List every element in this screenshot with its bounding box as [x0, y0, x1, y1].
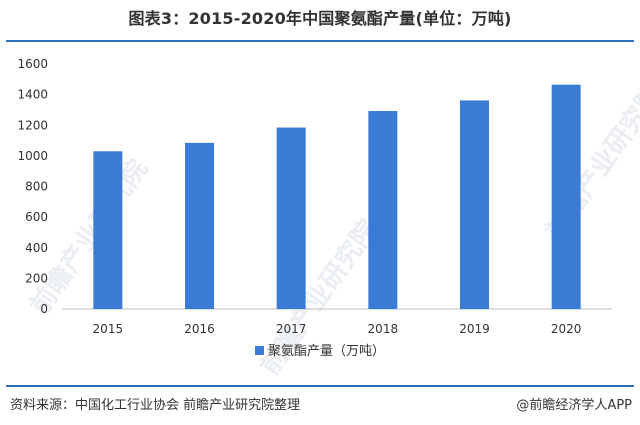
y-tick-label: 400 — [25, 241, 48, 255]
legend-label: 聚氨酯产量（万吨） — [268, 344, 385, 359]
x-tick-label: 2019 — [459, 322, 490, 336]
bar-2017 — [276, 127, 306, 309]
y-tick-label: 800 — [25, 180, 48, 194]
top-divider — [6, 40, 634, 42]
brand-label: @前瞻经济学人APP — [516, 398, 632, 413]
source-note: 资料来源：中国化工行业协会 前瞻产业研究院整理 — [10, 398, 301, 413]
x-axis: 2015 2016 2017 2018 2019 2020 — [93, 322, 582, 336]
y-tick-label: 1400 — [17, 88, 48, 102]
y-tick-label: 200 — [25, 271, 48, 285]
y-axis: 0 200 400 600 800 1000 1200 1400 1600 — [17, 57, 48, 316]
y-tick-label: 0 — [40, 302, 48, 316]
legend-swatch — [255, 346, 264, 355]
bar-2015 — [93, 151, 123, 309]
bars — [93, 84, 581, 310]
x-tick-label: 2015 — [93, 322, 124, 336]
x-tick-label: 2016 — [184, 322, 215, 336]
x-tick-label: 2020 — [551, 322, 582, 336]
bottom-divider — [6, 385, 634, 387]
bar-2018 — [368, 111, 398, 310]
bar-2020 — [551, 84, 581, 309]
y-tick-label: 1000 — [17, 149, 48, 163]
legend: 聚氨酯产量（万吨） — [255, 344, 385, 359]
bar-2019 — [460, 100, 489, 309]
x-tick-label: 2018 — [368, 322, 399, 336]
y-tick-label: 1600 — [17, 57, 48, 71]
chart-title: 图表3：2015-2020年中国聚氨酯产量(单位：万吨) — [128, 9, 512, 28]
y-tick-label: 600 — [25, 210, 48, 224]
x-tick-label: 2017 — [276, 322, 307, 336]
y-tick-label: 1200 — [17, 118, 48, 132]
bar-2016 — [185, 142, 214, 309]
